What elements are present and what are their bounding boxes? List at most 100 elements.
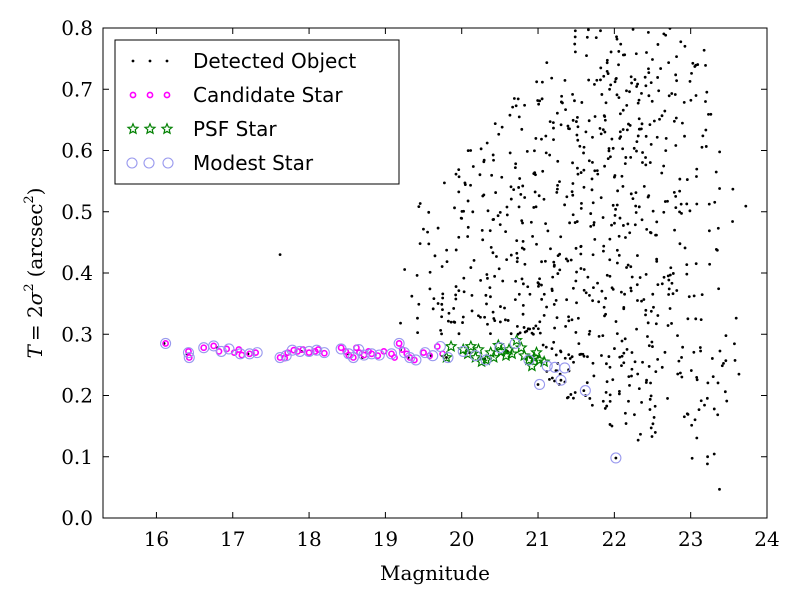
point-dot xyxy=(573,50,577,54)
point-dot xyxy=(662,275,666,279)
point-dot xyxy=(639,127,643,131)
x-tick-label: 18 xyxy=(296,527,321,551)
point-dot xyxy=(552,264,556,268)
point-dot xyxy=(685,178,689,181)
point-dot xyxy=(648,397,652,401)
point-dot xyxy=(470,309,474,313)
point-dot xyxy=(532,172,536,176)
y-tick-label: 0.1 xyxy=(61,445,93,469)
point-dot xyxy=(443,181,446,185)
point-dot xyxy=(534,205,538,209)
point-dot xyxy=(551,121,555,125)
point-dot xyxy=(613,175,616,179)
point-dot xyxy=(500,125,504,129)
y-tick-label: 0.4 xyxy=(61,261,93,285)
point-dot xyxy=(518,177,522,180)
point-dot xyxy=(600,93,604,96)
point-dot xyxy=(674,194,678,198)
point-dot xyxy=(667,278,671,282)
point-dot xyxy=(449,320,453,324)
point-dot xyxy=(508,113,512,117)
point-dot xyxy=(417,205,421,209)
point-dot xyxy=(457,190,461,194)
point-circle-large xyxy=(434,340,446,353)
point-dot xyxy=(428,287,432,291)
point-dot xyxy=(733,342,736,346)
point-dot xyxy=(636,101,640,105)
point-dot xyxy=(647,94,651,98)
point-dot xyxy=(679,202,683,206)
point-dot xyxy=(537,102,541,106)
point-dot xyxy=(715,248,719,252)
point-dot xyxy=(626,263,630,267)
series-psf-star xyxy=(440,333,551,372)
point-dot xyxy=(645,378,648,382)
point-dot xyxy=(625,89,628,93)
point-dot xyxy=(576,316,580,320)
point-dot xyxy=(724,334,728,338)
legend-marker xyxy=(129,91,137,99)
point-dot xyxy=(579,171,583,174)
point-dot xyxy=(683,134,686,138)
point-dot xyxy=(717,287,721,291)
point-dot xyxy=(570,190,574,194)
point-dot xyxy=(505,258,509,262)
point-dot xyxy=(598,126,602,130)
point-dot xyxy=(704,145,708,148)
point-dot xyxy=(621,108,625,112)
point-dot xyxy=(592,221,596,224)
point-dot xyxy=(603,115,607,118)
point-dot xyxy=(461,315,465,319)
point-dot xyxy=(554,353,558,357)
point-dot xyxy=(532,206,536,209)
point-dot xyxy=(469,183,472,187)
point-dot xyxy=(578,144,582,148)
point-dot xyxy=(648,408,652,411)
point-dot xyxy=(608,399,612,403)
point-dot xyxy=(559,123,563,127)
point-dot xyxy=(613,347,616,350)
point-circle-small xyxy=(420,349,427,357)
point-dot xyxy=(724,359,728,363)
point-star xyxy=(479,353,493,366)
legend-marker xyxy=(148,59,152,63)
point-dot xyxy=(685,202,689,206)
point-dot xyxy=(689,98,693,102)
point-dot xyxy=(530,331,534,335)
point-dot xyxy=(672,190,676,194)
point-dot xyxy=(600,289,604,293)
point-dot xyxy=(556,159,560,163)
x-tick-label: 19 xyxy=(373,527,398,551)
point-dot xyxy=(608,393,612,397)
point-dot xyxy=(697,408,701,412)
point-dot xyxy=(466,149,470,153)
point-dot xyxy=(418,202,422,205)
point-circle-large xyxy=(579,385,591,397)
point-dot xyxy=(548,377,551,381)
point-dot xyxy=(526,285,530,289)
point-dot xyxy=(624,236,627,239)
point-dot xyxy=(512,188,516,192)
point-dot xyxy=(516,256,519,260)
point-dot xyxy=(674,116,678,120)
point-dot xyxy=(610,424,614,428)
legend-marker xyxy=(126,122,140,135)
point-dot xyxy=(517,205,521,209)
point-dot xyxy=(528,327,532,331)
point-dot xyxy=(578,353,582,356)
point-dot xyxy=(479,315,482,319)
point-dot xyxy=(660,114,664,118)
point-dot xyxy=(582,145,586,149)
point-dot xyxy=(647,71,651,75)
point-dot xyxy=(599,66,603,70)
point-dot xyxy=(563,356,567,360)
point-dot xyxy=(454,172,458,176)
point-circle-large xyxy=(366,348,378,360)
point-dot xyxy=(604,296,607,300)
point-dot xyxy=(491,310,495,314)
point-dot xyxy=(723,390,727,394)
point-dot xyxy=(517,115,521,119)
point-dot xyxy=(571,213,575,217)
point-dot xyxy=(501,279,505,283)
point-dot xyxy=(617,392,621,396)
